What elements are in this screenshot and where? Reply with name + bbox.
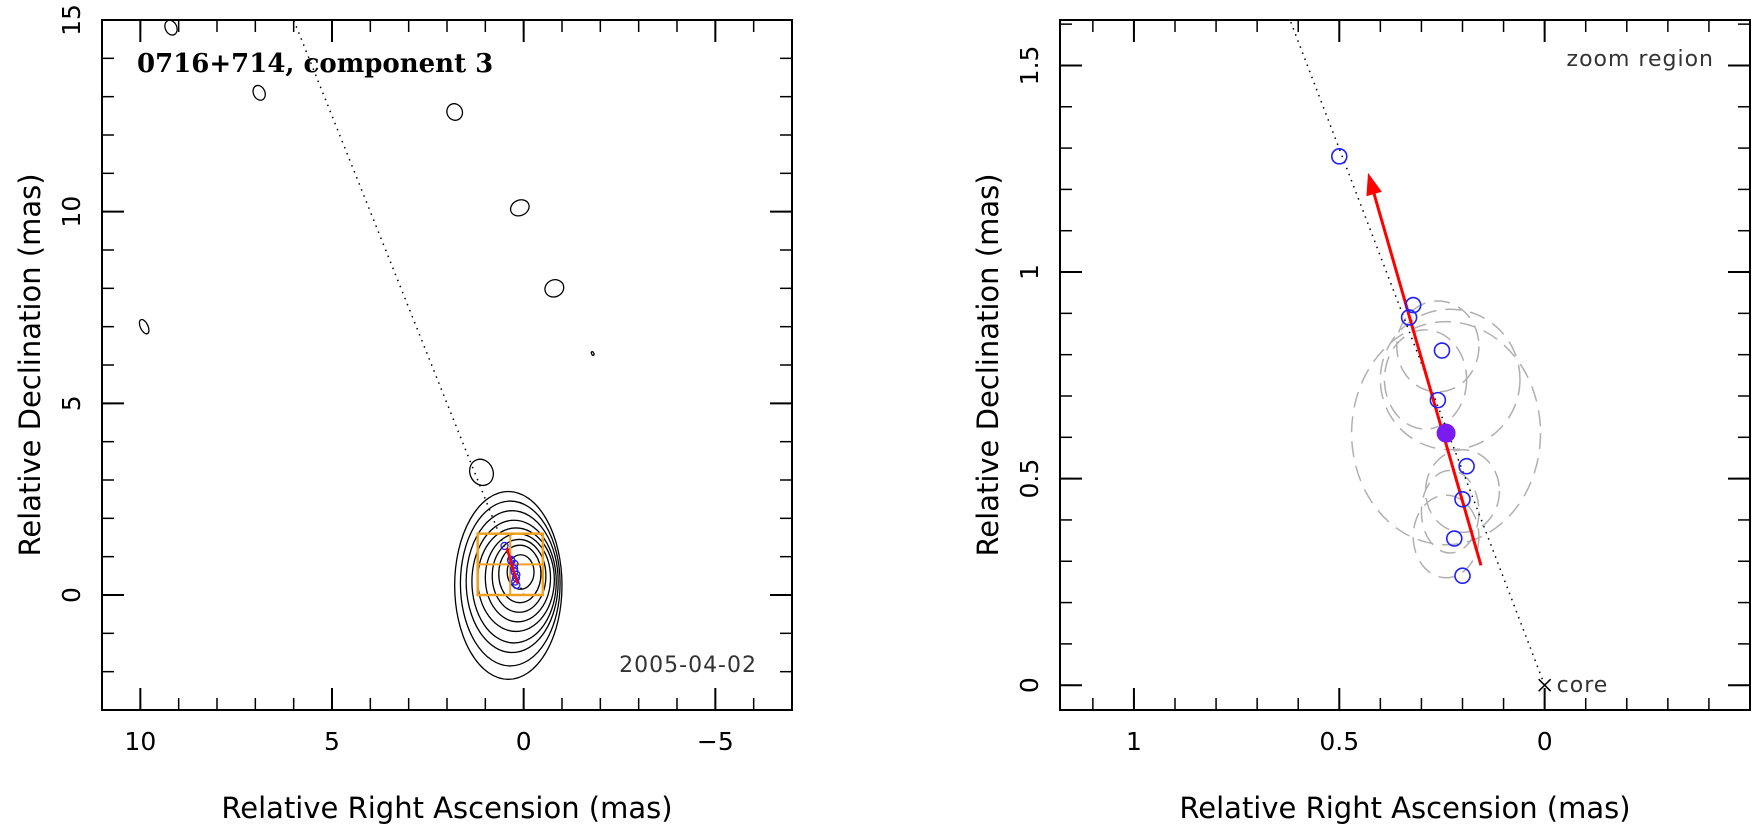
beam-ellipse bbox=[1350, 320, 1542, 546]
isolated-contour bbox=[544, 279, 565, 298]
jet-axis-line bbox=[1289, 20, 1546, 686]
contour-ellipse bbox=[498, 544, 542, 604]
component-point bbox=[1429, 391, 1447, 409]
contour-ellipse bbox=[491, 538, 547, 613]
y-axis-label: Relative Declination (mas) bbox=[971, 173, 1005, 556]
isolated-contour bbox=[252, 84, 266, 101]
beam-ellipse bbox=[1396, 300, 1480, 393]
motion-arrowhead bbox=[1366, 172, 1382, 197]
x-tick-label: 10 bbox=[124, 727, 156, 756]
isolated-contour bbox=[164, 20, 178, 36]
y-axis-label: Relative Declination (mas) bbox=[13, 173, 47, 556]
x-tick-label: 5 bbox=[324, 727, 340, 756]
contour-ellipse bbox=[506, 554, 535, 590]
isolated-contour bbox=[446, 103, 464, 121]
x-tick-label: −5 bbox=[697, 727, 734, 756]
motion-vector bbox=[1370, 185, 1483, 566]
y-tick-label: 0 bbox=[57, 587, 86, 603]
x-axis-label: Relative Right Ascension (mas) bbox=[221, 791, 672, 825]
component-point bbox=[1330, 148, 1348, 165]
core-label: core bbox=[1557, 673, 1609, 698]
component-point bbox=[1445, 530, 1463, 547]
y-tick-label: 1.5 bbox=[1015, 46, 1044, 86]
x-axis-label: Relative Right Ascension (mas) bbox=[1179, 791, 1630, 825]
component-point bbox=[1400, 309, 1418, 326]
contour-ellipse bbox=[454, 490, 563, 680]
panel-title: 0716+714, component 3 bbox=[137, 49, 493, 79]
contour-ellipse bbox=[459, 500, 561, 667]
y-tick-label: 10 bbox=[57, 196, 86, 228]
epoch-label: 2005-04-02 bbox=[619, 653, 757, 678]
x-tick-label: 1 bbox=[1126, 727, 1142, 756]
x-tick-label: 0 bbox=[1537, 727, 1553, 756]
contour-ellipse bbox=[465, 510, 559, 654]
component-point bbox=[1433, 342, 1451, 359]
plot-area bbox=[138, 20, 595, 680]
beam-ellipse bbox=[1383, 329, 1468, 430]
x-tick-label: 0 bbox=[516, 727, 532, 756]
isolated-contour bbox=[590, 351, 595, 356]
contour-ellipse bbox=[471, 519, 557, 644]
isolated-contour bbox=[509, 199, 530, 217]
plot-frame bbox=[101, 19, 793, 711]
y-tick-label: 15 bbox=[57, 4, 86, 36]
y-tick-label: 0 bbox=[1015, 677, 1044, 693]
plot-area bbox=[1289, 20, 1552, 692]
component-point bbox=[1454, 490, 1471, 508]
motion-vector bbox=[505, 547, 519, 584]
y-tick-label: 0.5 bbox=[1015, 459, 1044, 499]
y-tick-label: 1 bbox=[1015, 264, 1044, 280]
beam-ellipse bbox=[1379, 308, 1521, 451]
isolated-contour bbox=[468, 458, 495, 487]
beam-ellipse bbox=[1412, 494, 1480, 579]
component-point bbox=[1454, 567, 1471, 585]
beam-ellipse bbox=[1424, 448, 1501, 534]
component-point bbox=[500, 541, 509, 551]
left-panel: 10 5 0 −5 0 5 10 15 Relative Right Ascension (ma… bbox=[13, 4, 793, 825]
y-tick-label: 5 bbox=[57, 395, 86, 411]
isolated-contour bbox=[138, 318, 150, 335]
plot-frame bbox=[1059, 19, 1751, 711]
x-tick-label: 0.5 bbox=[1319, 727, 1359, 756]
component-point bbox=[1404, 296, 1422, 314]
beam-ellipse bbox=[1420, 469, 1480, 554]
panel-title: zoom region bbox=[1567, 47, 1714, 72]
right-panel: core 1 0.5 0 0 0.5 1 1.5 Relative Right Ascensio… bbox=[971, 19, 1751, 825]
core-marker bbox=[1538, 678, 1552, 692]
component-point bbox=[1458, 457, 1475, 475]
current-epoch-point bbox=[1436, 423, 1456, 443]
